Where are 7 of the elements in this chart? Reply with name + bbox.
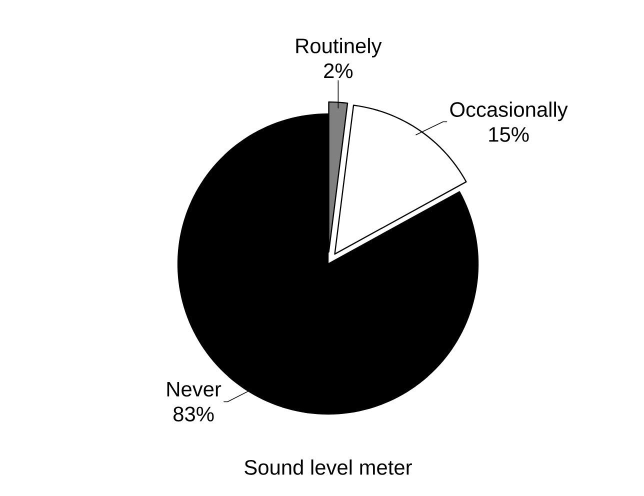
data-label: 15% [489, 127, 529, 142]
data-label: 83% [174, 406, 214, 422]
text: Sound level meter [244, 459, 412, 475]
slice-label: Routinely [296, 38, 382, 58]
slice-label: Occasionally [450, 102, 568, 122]
data-label: 2% [324, 63, 353, 78]
slice-label: Never [167, 382, 222, 397]
